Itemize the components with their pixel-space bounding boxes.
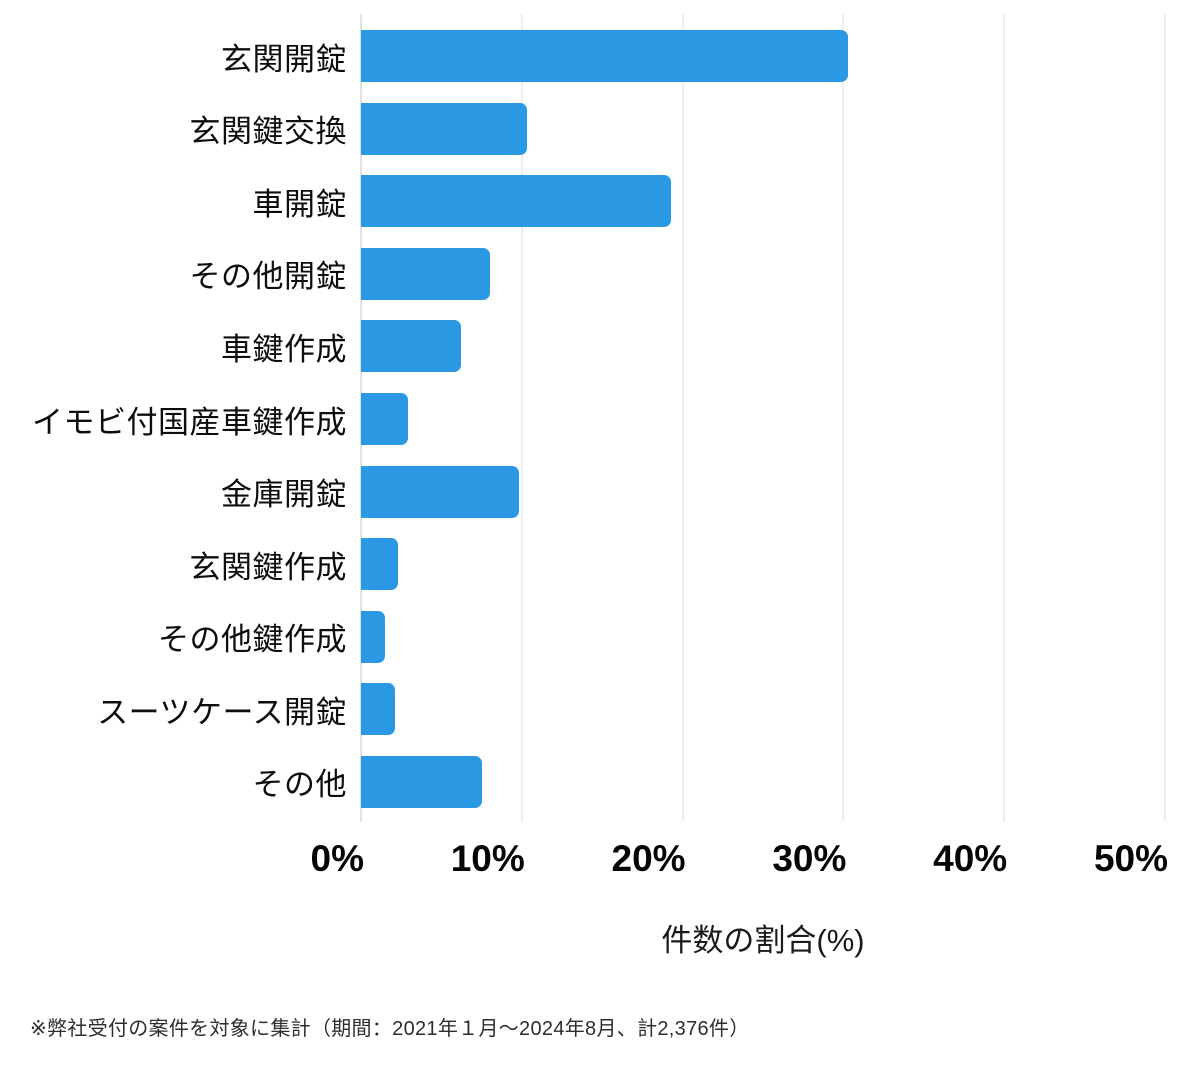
bar-rows: 玄関開錠玄関鍵交換車開錠その他開錠車鍵作成イモビ付国産車鍵作成金庫開錠玄関鍵作成… xyxy=(0,20,1200,818)
bar-track xyxy=(361,393,1165,445)
category-label: その他開錠 xyxy=(189,259,347,295)
x-tick-20: 20% xyxy=(611,838,686,879)
chart-row: 玄関鍵交換 xyxy=(0,93,1200,166)
bar xyxy=(361,30,849,83)
chart-row: 玄関開錠 xyxy=(0,20,1200,93)
bar-track xyxy=(361,30,1165,83)
chart-row: その他開錠 xyxy=(0,238,1200,311)
chart-row: 車開錠 xyxy=(0,165,1200,238)
category-label: 車開錠 xyxy=(252,186,347,222)
chart-row: 金庫開錠 xyxy=(0,455,1200,528)
x-tick-30: 30% xyxy=(772,838,847,879)
x-tick-50: 50% xyxy=(1093,838,1168,879)
category-label: 金庫開錠 xyxy=(221,477,347,513)
chart-row: イモビ付国産車鍵作成 xyxy=(0,383,1200,456)
bar-track xyxy=(361,247,1165,300)
bar-track xyxy=(361,683,1165,736)
category-label: 車鍵作成 xyxy=(221,331,347,367)
bar-track xyxy=(361,538,1165,591)
x-tick-0: 0% xyxy=(310,838,364,879)
bar-track xyxy=(361,175,1165,228)
chart-row: 玄関鍵作成 xyxy=(0,528,1200,601)
x-axis-title: 件数の割合(%) xyxy=(661,923,865,958)
category-label: イモビ付国産車鍵作成 xyxy=(32,404,347,440)
gridline-30 xyxy=(842,14,844,822)
x-tick-40: 40% xyxy=(933,838,1008,879)
bar-track xyxy=(361,610,1165,663)
category-label: 玄関開錠 xyxy=(221,41,347,77)
bar xyxy=(361,465,519,518)
category-label: 玄関鍵作成 xyxy=(189,549,347,585)
bar-track xyxy=(361,465,1165,518)
chart-row: その他鍵作成 xyxy=(0,600,1200,673)
gridline-20 xyxy=(682,14,684,822)
bar-track xyxy=(361,102,1165,155)
bar xyxy=(361,320,461,373)
category-label: 玄関鍵交換 xyxy=(189,114,347,150)
bar xyxy=(361,538,398,591)
gridline-40 xyxy=(1003,14,1005,822)
gridline-10 xyxy=(521,14,523,822)
bar xyxy=(361,393,408,445)
category-label: その他鍵作成 xyxy=(158,622,347,658)
bar xyxy=(361,247,490,300)
bar xyxy=(361,610,386,663)
chart-row: スーツケース開錠 xyxy=(0,673,1200,746)
bar xyxy=(361,683,395,736)
footer-note: ※弊社受付の案件を対象に集計（期間：2021年１月～2024年8月、計2,376… xyxy=(30,1018,750,1040)
bar xyxy=(361,102,527,155)
chart-row: その他 xyxy=(0,745,1200,818)
bar xyxy=(361,755,482,808)
bar-track xyxy=(361,320,1165,373)
bar-track xyxy=(361,755,1165,808)
category-label: スーツケース開錠 xyxy=(97,694,347,730)
chart-row: 車鍵作成 xyxy=(0,310,1200,383)
bar xyxy=(361,175,672,228)
gridline-50 xyxy=(1164,14,1166,822)
x-tick-10: 10% xyxy=(450,838,525,879)
x-axis-ticks: 0% 10% 20% 30% 40% 50% xyxy=(311,838,1168,884)
category-label: その他 xyxy=(252,767,347,803)
